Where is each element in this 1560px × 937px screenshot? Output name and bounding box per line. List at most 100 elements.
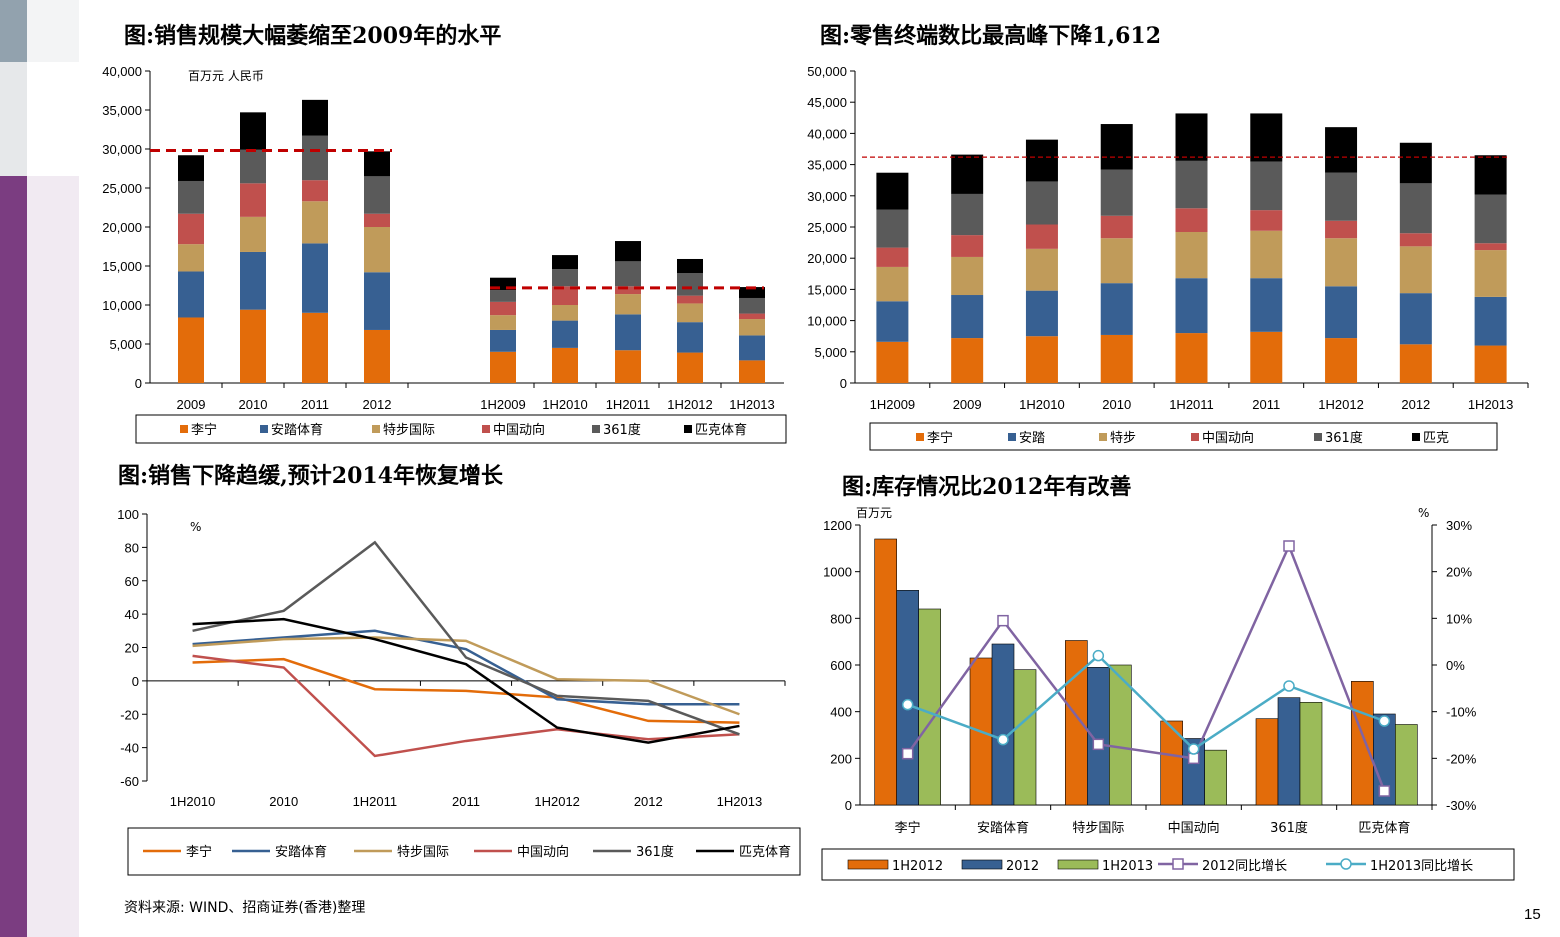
- chart2-legend-label: 匹克: [1423, 431, 1449, 446]
- chart1-bar-segment: [178, 244, 204, 272]
- chart1-bar-segment: [615, 314, 641, 351]
- chart2-legend-swatch: [1008, 433, 1016, 441]
- chart2-x-tick-label: 2012: [1401, 397, 1430, 412]
- chart1-x-tick-label: 1H2013: [729, 397, 775, 412]
- chart3-legend-label: 361度: [636, 844, 674, 860]
- chart4-y2-tick-label: 0%: [1446, 658, 1465, 673]
- chart4-title: 图:库存情况比2012年有改善: [842, 474, 1131, 500]
- chart2-x-tick-label: 2009: [953, 397, 982, 412]
- chart4-bar: [1395, 724, 1418, 806]
- chart2-bar-segment: [1399, 233, 1432, 247]
- chart2-x-tick-label: 1H2011: [1169, 397, 1214, 412]
- chart1-legend-swatch: [260, 425, 268, 433]
- chart3-y-tick-label: 60: [125, 574, 139, 589]
- chart2-legend-swatch: [1099, 433, 1107, 441]
- chart4-x-tick-label: 361度: [1270, 820, 1308, 836]
- chart1-bar-segment: [240, 216, 266, 252]
- chart3-legend-label: 中国动向: [517, 844, 569, 860]
- chart1-bar-segment: [739, 319, 765, 336]
- chart2-bar-segment: [876, 266, 909, 302]
- chart4-bar: [1013, 669, 1037, 806]
- chart2-bar-segment: [1325, 338, 1358, 383]
- chart2-y-tick-label: 40,000: [807, 126, 847, 141]
- chart2-x-tick-label: 1H2009: [870, 397, 916, 412]
- chart3-y-tick-label: -20: [120, 707, 139, 722]
- chart1-bar-segment: [677, 322, 703, 353]
- chart2-bar-segment: [1250, 161, 1283, 211]
- chart1-bar-segment: [677, 273, 703, 296]
- chart2-bar-segment: [1100, 238, 1133, 284]
- chart1-bar-segment: [364, 151, 390, 177]
- chart3-x-tick-label: 1H2011: [353, 794, 398, 809]
- sidebar-purple-band: [0, 176, 27, 937]
- chart1-bar-segment: [490, 351, 516, 383]
- chart1-y-tick-label: 30,000: [102, 142, 142, 157]
- chart4-x-tick-label: 中国动向: [1168, 820, 1220, 836]
- chart4-bar: [1299, 702, 1323, 806]
- chart2-bar-segment: [951, 295, 984, 339]
- chart3-x-tick-label: 1H2012: [534, 794, 580, 809]
- chart1-bar-segment: [739, 335, 765, 361]
- chart2-legend-label: 李宁: [927, 430, 953, 446]
- chart1-y-tick-label: 25,000: [102, 181, 142, 196]
- chart2-bar-segment: [1399, 183, 1432, 234]
- chart2-bar-segment: [951, 193, 984, 236]
- chart2-bar-segment: [876, 172, 909, 210]
- chart2-bar-segment: [1250, 230, 1283, 279]
- chart4-x-tick-label: 李宁: [895, 820, 921, 836]
- chart2-y-tick-label: 0: [840, 376, 847, 391]
- chart3-y-tick-label: 80: [125, 540, 139, 555]
- chart1-bar-segment: [364, 329, 390, 383]
- chart3-series-line: [192, 636, 740, 716]
- chart1-y-tick-label: 5,000: [109, 337, 142, 352]
- chart4-growth-marker: [1092, 649, 1105, 662]
- chart1-legend-label: 中国动向: [493, 422, 545, 438]
- chart1-legend-label: 李宁: [191, 422, 217, 438]
- chart1-x-tick-label: 2009: [177, 397, 206, 412]
- chart4-y2-tick-label: 30%: [1446, 518, 1472, 533]
- chart4-growth-marker: [997, 733, 1009, 746]
- chart1-bar-segment: [677, 303, 703, 323]
- chart2-bar-segment: [1399, 344, 1432, 383]
- chart2-bar-segment: [1100, 283, 1133, 335]
- chart2-y-tick-label: 5,000: [814, 345, 847, 360]
- chart1-legend-swatch: [372, 425, 380, 433]
- chart2-bar-segment: [1325, 238, 1358, 287]
- chart4-y-tick-label: 1200: [823, 518, 852, 533]
- chart4-bar: [1255, 718, 1279, 806]
- chart1-x-tick-label: 2010: [239, 397, 268, 412]
- chart1-x-tick-label: 1H2009: [480, 397, 526, 412]
- chart1-bar-segment: [615, 286, 641, 295]
- chart4-legend-swatch: [847, 859, 889, 870]
- chart4-y-tick-label: 800: [830, 611, 852, 626]
- chart1-bar-segment: [178, 271, 204, 318]
- chart3-x-tick-label: 2011: [452, 794, 480, 809]
- chart2-bar-segment: [1175, 208, 1208, 232]
- chart1-bar-segment: [739, 297, 765, 314]
- chart4-growth-marker: [1187, 743, 1200, 755]
- chart2-bar-segment: [1175, 113, 1208, 161]
- chart4-x-tick-label: 安踏体育: [977, 820, 1029, 836]
- sidebar-light-band: [27, 176, 79, 937]
- chart1-bar-segment: [552, 320, 578, 348]
- chart3-unit-label: %: [190, 520, 201, 534]
- chart4-bar: [1109, 664, 1132, 806]
- chart4-legend-label: 1H2013同比增长: [1370, 859, 1473, 874]
- chart2-x-tick-label: 2011: [1252, 397, 1280, 412]
- chart1-bar-segment: [240, 112, 266, 150]
- chart1-bar-segment: [178, 213, 204, 245]
- chart1-bar-segment: [739, 313, 765, 320]
- chart1-bar-segment: [615, 350, 641, 383]
- chart4-growth-marker: [1378, 715, 1391, 727]
- chart4-bar: [1277, 697, 1301, 806]
- chart1-bar-segment: [490, 301, 516, 316]
- chart1-bar-segment: [364, 176, 390, 214]
- chart1-unit-label: 百万元 人民币: [188, 69, 264, 83]
- chart1-bar-segment: [240, 149, 266, 184]
- chart1-bar-segment: [552, 347, 578, 383]
- chart2-x-tick-label: 2010: [1102, 397, 1131, 412]
- chart1-bar-segment: [364, 227, 390, 273]
- chart3-x-tick-label: 1H2010: [170, 794, 216, 809]
- chart2-bar-segment: [1474, 250, 1507, 297]
- chart1-bar-segment: [490, 329, 516, 352]
